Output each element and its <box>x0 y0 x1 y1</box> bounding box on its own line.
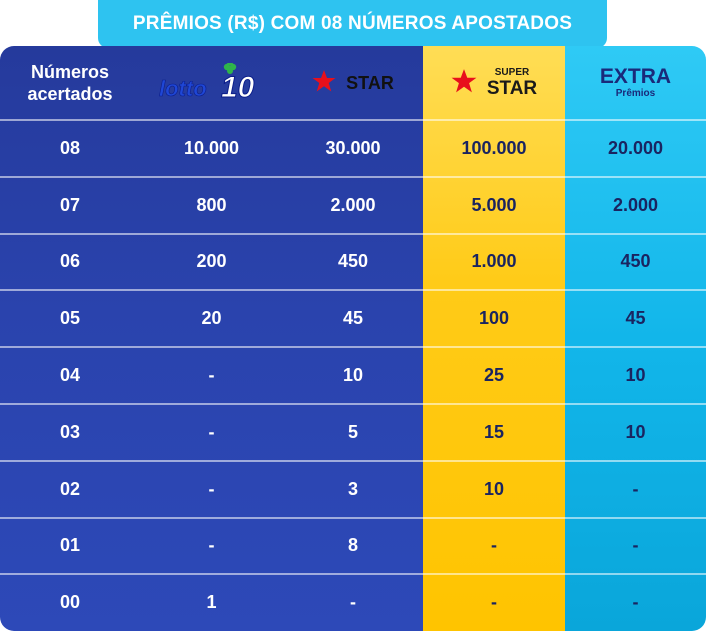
extra-prize-cell: 45 <box>625 308 646 329</box>
super-star-prize-cell: 10 <box>483 478 505 499</box>
hit-count-cell: 03 <box>59 421 81 442</box>
row-divider <box>0 459 706 462</box>
table-row: 06 200 450 1.000 450 <box>0 234 706 291</box>
lotto10-prize-cell: 1 <box>206 592 217 613</box>
table-header: Números acertados lotto 10 <box>0 46 706 120</box>
lotto10-prize-cell: 800 <box>196 194 227 215</box>
super-star-prize-cell: - <box>491 592 497 613</box>
super-star-prize-cell: 1.000 <box>471 251 517 272</box>
hit-count-cell: 02 <box>59 478 81 499</box>
star-prize-cell: 45 <box>342 308 364 329</box>
header-extra: EXTRA Prêmios <box>565 46 706 120</box>
hit-count-cell: 07 <box>59 194 81 215</box>
extra-prize-cell: 20.000 <box>607 137 664 158</box>
table-row: 01 - 8 - - <box>0 518 706 575</box>
super-star-prize-cell: 100 <box>478 308 510 329</box>
header-numeros-line1: Números <box>30 62 110 82</box>
row-divider <box>0 573 706 576</box>
star-prize-cell: 5 <box>347 421 358 442</box>
super-star-column-background <box>423 46 565 631</box>
header-numeros-acertados: Números acertados <box>0 46 140 120</box>
header-numeros-line2: acertados <box>27 84 113 104</box>
row-divider <box>0 289 706 292</box>
row-divider <box>0 516 706 519</box>
extra-prize-cell: 2.000 <box>612 194 659 215</box>
extra-prize-cell: - <box>632 535 639 556</box>
star-icon <box>451 68 477 99</box>
star-prize-cell: 2.000 <box>330 194 376 215</box>
lotto10-prize-cell: 10.000 <box>183 137 240 158</box>
row-divider <box>0 175 706 178</box>
row-divider <box>0 232 706 235</box>
extra-prize-cell: - <box>632 478 639 499</box>
hit-count-cell: 00 <box>59 592 81 613</box>
extra-prize-cell: 10 <box>625 421 646 442</box>
row-divider <box>0 346 706 349</box>
table-row: 07 800 2.000 5.000 2.000 <box>0 177 706 234</box>
table-row: 05 20 45 100 45 <box>0 290 706 347</box>
prize-table-title: PRÊMIOS (R$) COM 08 NÚMEROS APOSTADOS <box>98 0 607 48</box>
extra-prize-cell: 450 <box>620 251 651 272</box>
super-star-prize-cell: 15 <box>483 421 505 442</box>
extra-column-background <box>565 46 706 631</box>
row-divider <box>0 403 706 405</box>
lotto10-logo-icon: lotto 10 <box>157 58 267 105</box>
star-prize-cell: - <box>350 592 356 613</box>
star-prize-cell: 3 <box>347 478 358 499</box>
header-extra-main: EXTRA <box>599 65 672 88</box>
header-super-bottom: STAR <box>486 78 538 99</box>
table-row: 04 - 10 25 10 <box>0 347 706 404</box>
hit-count-cell: 04 <box>59 365 81 386</box>
header-extra-sub: Prêmios <box>615 88 656 99</box>
super-star-prize-cell: 100.000 <box>461 137 527 158</box>
extra-prize-cell: 10 <box>625 365 646 386</box>
hit-count-cell: 01 <box>59 535 81 556</box>
super-star-prize-cell: - <box>491 535 497 556</box>
star-prize-cell: 10 <box>342 365 364 386</box>
svg-text:10: 10 <box>221 71 255 103</box>
header-lotto10: lotto 10 <box>140 46 283 120</box>
super-star-prize-cell: 5.000 <box>471 194 517 215</box>
prize-table: Números acertados lotto 10 <box>0 46 706 631</box>
header-super-star-label: SUPER STAR <box>487 67 537 99</box>
lotto10-prize-cell: - <box>208 478 215 499</box>
hit-count-cell: 08 <box>59 137 81 158</box>
table-row: 08 10.000 30.000 100.000 20.000 <box>0 120 706 177</box>
lotto10-prize-cell: 200 <box>196 251 227 272</box>
super-star-prize-cell: 25 <box>483 365 505 386</box>
star-prize-cell: 30.000 <box>325 137 381 158</box>
main-columns-background <box>0 46 423 631</box>
row-divider <box>0 119 706 121</box>
lotto10-prize-cell: - <box>208 421 215 442</box>
hit-count-cell: 06 <box>59 251 81 272</box>
svg-text:lotto: lotto <box>159 76 207 101</box>
header-star-label: STAR <box>346 72 394 93</box>
star-icon <box>312 69 336 98</box>
header-star: STAR <box>283 46 423 120</box>
table-row: 00 1 - - - <box>0 574 706 631</box>
lotto10-prize-cell: - <box>208 365 215 386</box>
star-prize-cell: 8 <box>347 535 358 556</box>
table-row: 02 - 3 10 - <box>0 461 706 518</box>
table-row: 03 - 5 15 10 <box>0 404 706 461</box>
extra-prize-cell: - <box>632 592 639 613</box>
lotto10-prize-cell: - <box>208 535 215 556</box>
hit-count-cell: 05 <box>59 308 81 329</box>
lotto10-prize-cell: 20 <box>201 308 222 329</box>
header-super-top: SUPER <box>494 67 530 78</box>
header-super-star: SUPER STAR <box>423 46 565 120</box>
star-prize-cell: 450 <box>337 251 369 272</box>
